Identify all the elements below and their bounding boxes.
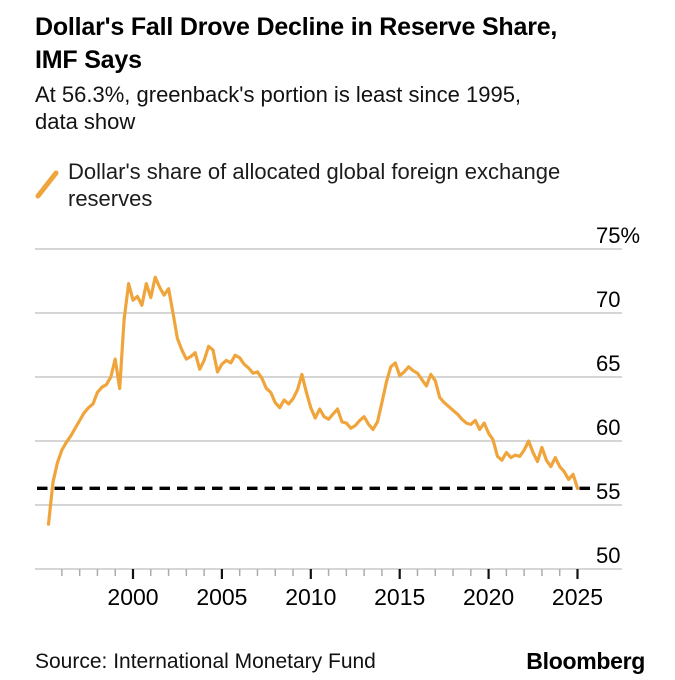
x-axis-label: 2015: [374, 584, 425, 610]
x-axis-label: 2025: [552, 584, 603, 610]
y-axis-label: 75%: [596, 223, 640, 248]
x-axis-label: 2000: [107, 584, 158, 610]
series-line: [46, 275, 580, 526]
x-axis-label: 2005: [196, 584, 247, 610]
bloomberg-logo: Bloomberg: [526, 648, 645, 674]
y-axis-label: 70: [596, 287, 620, 312]
x-axis-label: 2020: [463, 584, 514, 610]
page-subtitle: At 56.3%, greenback's portion is least s…: [35, 82, 522, 134]
legend-label: Dollar's share of allocated global forei…: [68, 159, 561, 211]
y-axis-label: 60: [596, 415, 620, 440]
source-note: Source: International Monetary Fund: [35, 650, 376, 673]
legend-line-swatch-icon: [35, 170, 59, 199]
y-axis-label: 65: [596, 351, 620, 376]
y-axis-label: 55: [596, 479, 620, 504]
page-title: Dollar's Fall Drove Decline in Reserve S…: [35, 13, 558, 74]
legend: Dollar's share of allocated global forei…: [35, 158, 615, 212]
x-axis-label: 2010: [285, 584, 336, 610]
y-axis-label: 50: [596, 543, 620, 568]
